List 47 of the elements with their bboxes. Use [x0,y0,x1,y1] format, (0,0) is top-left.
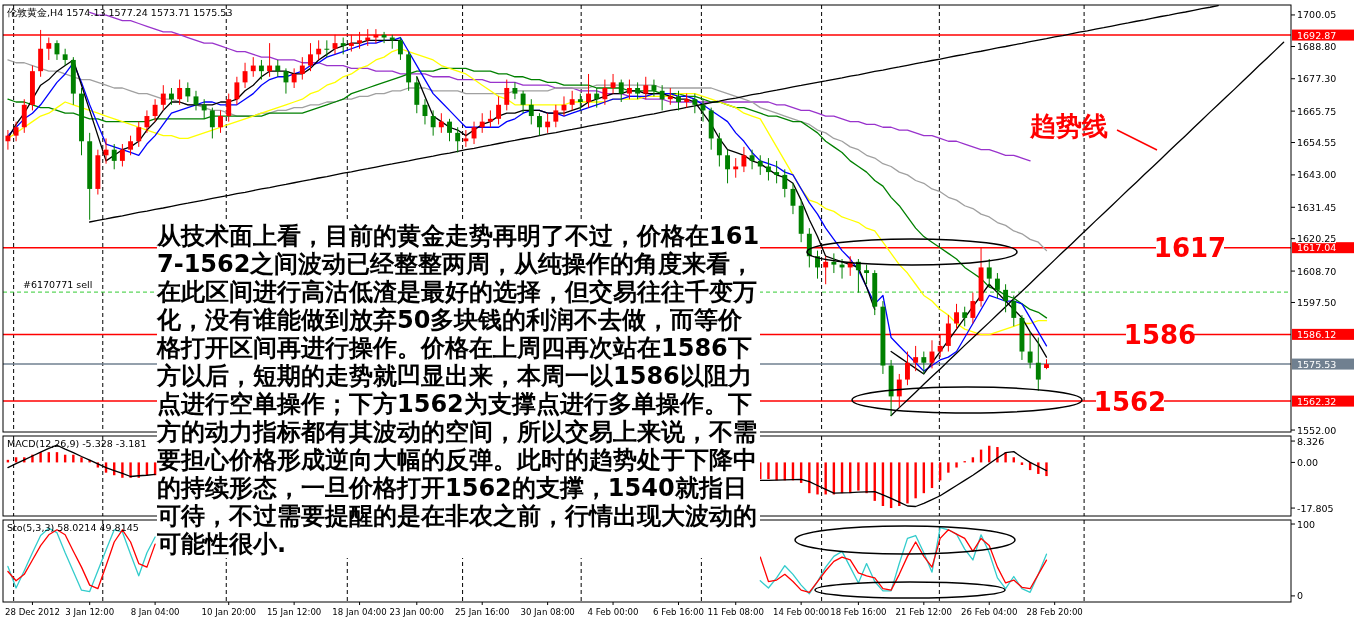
x-tick-label: 15 Jan 12:00 [266,607,322,617]
y-tick-label: 0.00 [1297,456,1319,468]
y-tick-label: 1654.55 [1297,137,1337,149]
x-tick-label: 14 Feb 00:00 [772,607,830,617]
chart-title: Sto(5,3,3) 58.0214 49.8145 [7,522,139,533]
y-tick-label: 8.326 [1297,435,1325,447]
y-tick-label: 1620.25 [1297,233,1337,245]
annotation: 1586 [1123,319,1197,350]
x-tick-label: 8 Jan 04:00 [130,607,180,617]
x-tick-label: 28 Feb 20:00 [1026,607,1083,617]
chart-title: MACD(12,26,9) -5.328 -3.181 [7,438,147,449]
x-tick-label: 21 Feb 12:00 [895,607,953,617]
y-tick-label: 1677.30 [1297,73,1337,85]
x-tick-label: 30 Jan 08:00 [520,607,575,617]
x-tick-label: 10 Jan 20:00 [201,607,256,617]
x-tick-label: 6 Feb 16:00 [653,607,704,617]
annotation: 趋势线 [1029,111,1108,141]
ref-line-label: 1617.04 [1297,242,1337,254]
y-tick-label: 1552.00 [1297,424,1337,436]
y-tick-label: 1608.70 [1297,265,1337,277]
text: 从技术面上看，目前的黄金走势再明了不过，价格在1617-1562之间波动已经整整两周，从纯操作的角度来看，在此区间进行高沽低渣是最好的选择，但交易往往千变万化，没有谁能做到放弃50多块钱的利润不去做，而等价格打开区间再进行操作。价格在上周四再次站在1586下方以后，短期的走势就凹显出来，本周一以1586以阻力点进行空单操作；下方1562为支撑点进行多单操作。下方的动力指标都有其波动的空间，所以交易上来说，不需要担心价格形成逆向大幅的反弹。此时的趋势处于下降中的持续形态，一旦价格打开1562的支撑，1540就指日可待，不过需要提醒的是在非农之前，行情出现大波动的可能性很小. [157,222,760,558]
x-tick-label: 25 Jan 16:00 [455,607,510,617]
ref-line-label: 1692.87 [1297,29,1337,41]
y-tick-label: 0 [1297,590,1304,602]
x-tick-label: 3 Jan 12:00 [65,607,115,617]
y-tick-label: 1597.50 [1297,296,1337,308]
annotation: 1617 [1153,232,1227,263]
x-tick-label: 28 Dec 2012 [4,607,60,617]
annotation: 1562 [1093,387,1167,417]
y-tick-label: 1665.75 [1297,105,1337,117]
x-tick-label: 26 Feb 04:00 [961,607,1018,617]
x-tick-label: 4 Feb 00:00 [587,607,639,617]
y-tick-label: 1688.80 [1297,40,1337,52]
chart-title: 伦敦黄金,H4 1574.13 1577.24 1573.71 1575.53 [7,7,233,18]
x-tick-label: 18 Feb 16:00 [830,607,887,617]
x-tick-label: 18 Jan 04:00 [332,607,387,617]
x-tick-label: 23 Jan 00:00 [389,607,445,617]
ref-line-label: 1586.12 [1297,328,1337,340]
ref-line-label: 1575.53 [1297,358,1337,370]
ref-line-label: #6170771 sell [23,279,93,291]
y-tick-label: 100 [1297,518,1316,530]
x-tick-label: 11 Feb 08:00 [707,607,764,617]
y-tick-label: 1700.05 [1297,9,1337,21]
y-tick-label: 1643.00 [1297,169,1337,181]
ref-line-label: 1562.32 [1297,395,1337,407]
y-tick-label: 1631.45 [1297,201,1337,213]
y-tick-label: -17.805 [1297,502,1334,514]
